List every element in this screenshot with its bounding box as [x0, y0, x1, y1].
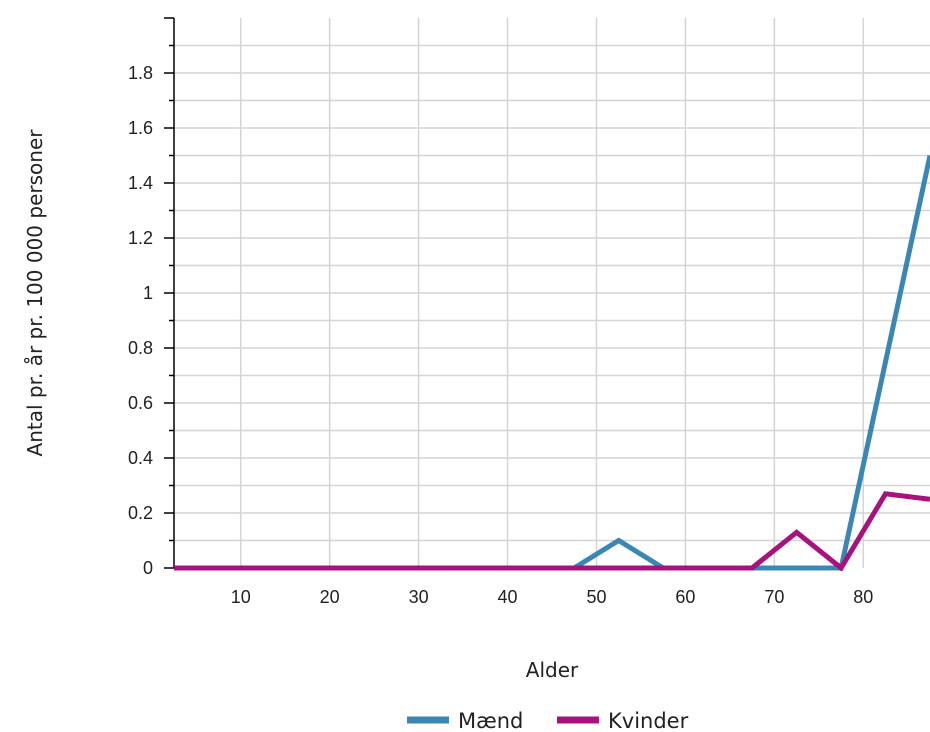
x-axis-title: Alder	[526, 658, 579, 682]
x-tick-label: 70	[764, 587, 784, 607]
legend-label: Kvinder	[608, 709, 689, 732]
x-tick-label: 60	[675, 587, 695, 607]
y-tick-label: 1	[143, 283, 153, 303]
y-tick-label: 0.8	[128, 338, 153, 358]
y-tick-label: 0.4	[128, 448, 153, 468]
y-tick-label: 1.2	[128, 228, 153, 248]
x-tick-label: 10	[231, 587, 251, 607]
legend-item: Kvinder	[557, 709, 689, 732]
y-tick-label: 0	[143, 558, 153, 578]
series-line-mænd	[174, 154, 930, 571]
legend-label: Mænd	[458, 709, 523, 732]
legend-item: Mænd	[407, 709, 523, 732]
x-axis-tick-labels: 10 20 30 40 50 60 70 80	[231, 587, 874, 607]
grid	[174, 18, 930, 568]
series-line-kvinder	[174, 491, 930, 571]
legend: Mænd Kvinder	[407, 709, 689, 732]
y-tick-label: 0.6	[128, 393, 153, 413]
y-axis-title: Antal pr. år pr. 100 000 personer	[23, 129, 47, 457]
y-tick-label: 1.4	[128, 173, 153, 193]
x-tick-label: 40	[498, 587, 518, 607]
axes	[164, 17, 175, 569]
y-axis-tick-labels: 0 0.2 0.4 0.6 0.8 1 1.2 1.4 1.6 1.8	[128, 63, 153, 578]
x-tick-label: 50	[586, 587, 606, 607]
x-tick-label: 20	[320, 587, 340, 607]
y-tick-label: 1.6	[128, 118, 153, 138]
x-tick-label: 80	[853, 587, 873, 607]
y-tick-label: 1.8	[128, 63, 153, 83]
series-lines	[174, 154, 930, 571]
y-tick-label: 0.2	[128, 503, 153, 523]
x-tick-label: 30	[409, 587, 429, 607]
